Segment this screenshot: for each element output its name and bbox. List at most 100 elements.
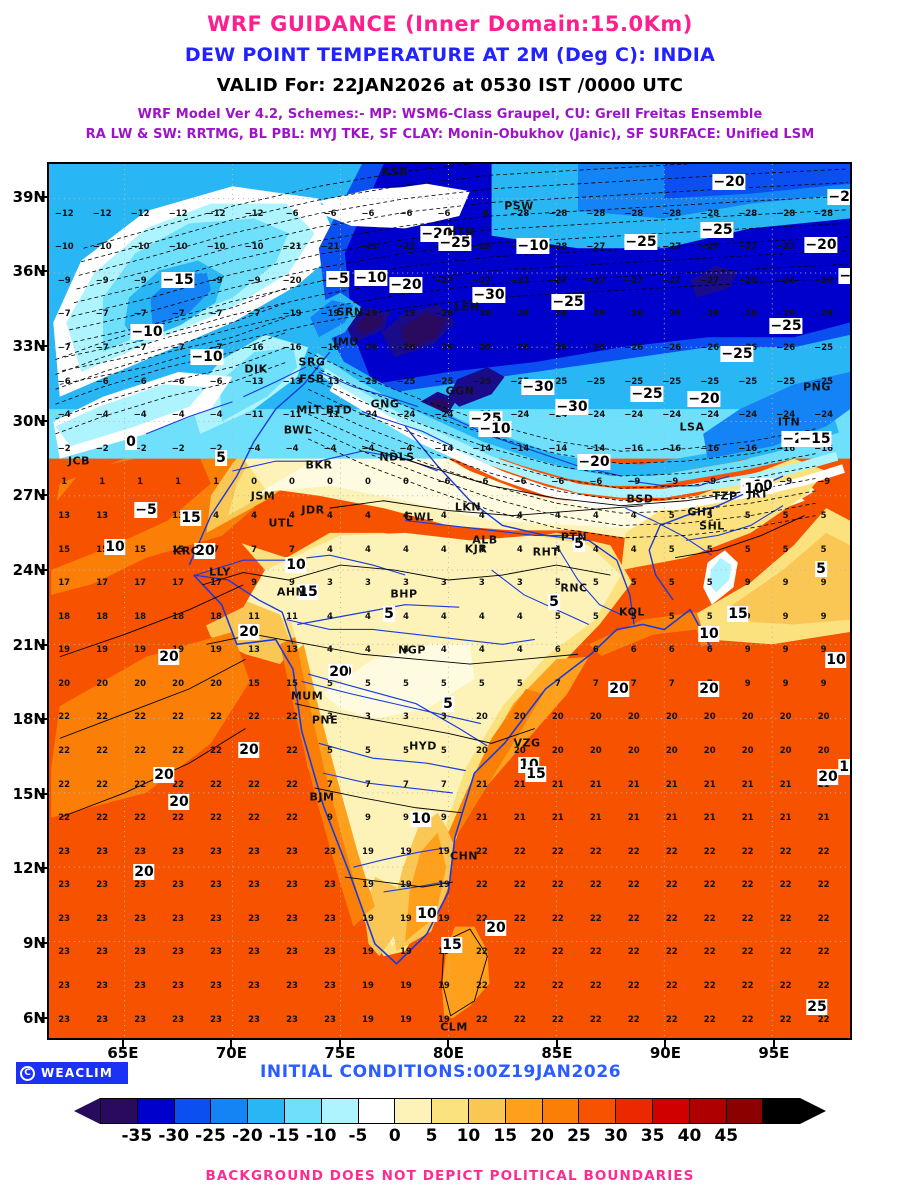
grid-value: −28 bbox=[738, 208, 758, 219]
grid-value: −26 bbox=[624, 343, 644, 354]
lat-label: 6N bbox=[23, 1008, 46, 1027]
contour-label: −25 bbox=[438, 235, 472, 251]
grid-value: 5 bbox=[630, 578, 637, 589]
grid-value: −16 bbox=[282, 343, 302, 354]
colorbar-tick: 10 bbox=[456, 1126, 481, 1146]
grid-value: −25 bbox=[814, 376, 834, 387]
grid-value: −24 bbox=[738, 410, 758, 421]
grid-value: 23 bbox=[286, 913, 298, 924]
contour-label: −25 bbox=[827, 189, 850, 205]
colorbar-cell bbox=[210, 1098, 248, 1124]
grid-value: 9 bbox=[782, 678, 789, 689]
grid-value: −26 bbox=[434, 343, 454, 354]
grid-value: 21 bbox=[475, 779, 488, 790]
grid-value: 21 bbox=[741, 813, 754, 824]
grid-value: 5 bbox=[668, 611, 675, 622]
grid-value: 22 bbox=[779, 880, 792, 891]
city-label: SHL bbox=[699, 519, 725, 533]
grid-value: 22 bbox=[589, 880, 602, 891]
grid-value: 23 bbox=[134, 913, 147, 924]
city-label: JRT bbox=[747, 487, 769, 501]
city-label: HYD bbox=[409, 739, 437, 753]
city-label: BWL bbox=[283, 423, 313, 437]
contour-label: 20 bbox=[485, 920, 507, 936]
colorbar-tick: -25 bbox=[195, 1126, 226, 1146]
grid-value: 3 bbox=[364, 578, 371, 589]
grid-value: 22 bbox=[210, 745, 222, 756]
grid-value: 19 bbox=[400, 846, 412, 857]
grid-value: 23 bbox=[324, 846, 336, 857]
grid-value: 5 bbox=[630, 611, 637, 622]
contour-label: 5 bbox=[442, 696, 454, 712]
contour-label: −10 bbox=[190, 349, 224, 365]
lon-label: 85E bbox=[541, 1044, 573, 1062]
grid-value: 6 bbox=[554, 645, 561, 656]
city-label: RNC bbox=[560, 581, 588, 595]
grid-value: 20 bbox=[551, 712, 564, 723]
grid-value: −27 bbox=[776, 242, 796, 253]
grid-value: 4 bbox=[440, 611, 447, 622]
grid-value: −28 bbox=[510, 208, 530, 219]
grid-value: 3 bbox=[440, 578, 447, 589]
contour-label: 20 bbox=[817, 769, 839, 785]
grid-value: 4 bbox=[554, 510, 561, 521]
map-frame[interactable]: 23 23 23 23 23 23 23 23 19 19 19 22 22 22 22 22 22 22 22 22… bbox=[47, 162, 852, 1040]
grid-value: 4 bbox=[630, 510, 637, 521]
colorbar-tick: 40 bbox=[677, 1126, 702, 1146]
grid-value: 22 bbox=[665, 947, 678, 958]
grid-value: 20 bbox=[817, 712, 830, 723]
grid-value: 4 bbox=[364, 611, 371, 622]
contour-label: 15 bbox=[525, 766, 547, 782]
lat-tick bbox=[39, 195, 47, 198]
contour-label: −20 bbox=[577, 454, 611, 470]
city-label: BJM bbox=[309, 790, 335, 804]
grid-value: 21 bbox=[817, 813, 830, 824]
grid-value: 22 bbox=[286, 712, 298, 723]
grid-value: −16 bbox=[320, 343, 340, 354]
contour-label: 20 bbox=[608, 681, 630, 697]
grid-value: −16 bbox=[624, 443, 644, 454]
grid-value: 22 bbox=[96, 745, 109, 756]
grid-value: 18 bbox=[172, 611, 185, 622]
grid-value: −9 bbox=[133, 275, 147, 286]
grid-value: 22 bbox=[475, 1014, 488, 1025]
contour-label: 0 bbox=[125, 434, 137, 450]
colorbar-cell bbox=[504, 1098, 542, 1124]
grid-value: −6 bbox=[95, 376, 109, 387]
city-label: KOL bbox=[619, 605, 645, 619]
grid-value: 22 bbox=[286, 813, 298, 824]
grid-value: 23 bbox=[248, 947, 260, 958]
grid-value: 22 bbox=[627, 913, 640, 924]
grid-value: 4 bbox=[440, 645, 447, 656]
grid-value: 23 bbox=[172, 1014, 185, 1025]
grid-value: 23 bbox=[172, 947, 185, 958]
lon-label: 95E bbox=[758, 1044, 790, 1062]
grid-value: −24 bbox=[586, 410, 606, 421]
contour-label: 10 bbox=[743, 481, 765, 497]
grid-value: 4 bbox=[402, 645, 409, 656]
grid-value: 22 bbox=[248, 813, 260, 824]
colorbar-cell bbox=[762, 1098, 801, 1124]
grid-value: 23 bbox=[58, 880, 71, 891]
colorbar-cell bbox=[578, 1098, 616, 1124]
contour-label: −25 bbox=[769, 318, 803, 334]
grid-value: 7 bbox=[327, 779, 333, 790]
grid-value: 23 bbox=[172, 981, 185, 992]
contour-label: 5 bbox=[548, 594, 560, 610]
city-label: LLY bbox=[209, 565, 231, 579]
city-label: CHN bbox=[450, 849, 478, 863]
grid-value: 5 bbox=[706, 611, 713, 622]
grid-value: 5 bbox=[327, 678, 333, 689]
grid-value: 9 bbox=[820, 578, 827, 589]
grid-value: 23 bbox=[96, 1014, 109, 1025]
city-label: BSD bbox=[626, 492, 654, 506]
grid-value: 20 bbox=[58, 678, 71, 689]
grid-value: −7 bbox=[210, 343, 223, 353]
grid-value: 22 bbox=[172, 745, 185, 756]
grid-value: −28 bbox=[548, 242, 568, 253]
grid-value: −6 bbox=[437, 208, 451, 219]
grid-value: 23 bbox=[134, 1014, 147, 1025]
grid-value: 22 bbox=[703, 947, 716, 958]
grid-value: −4 bbox=[209, 410, 223, 421]
grid-value: −24 bbox=[776, 410, 796, 421]
